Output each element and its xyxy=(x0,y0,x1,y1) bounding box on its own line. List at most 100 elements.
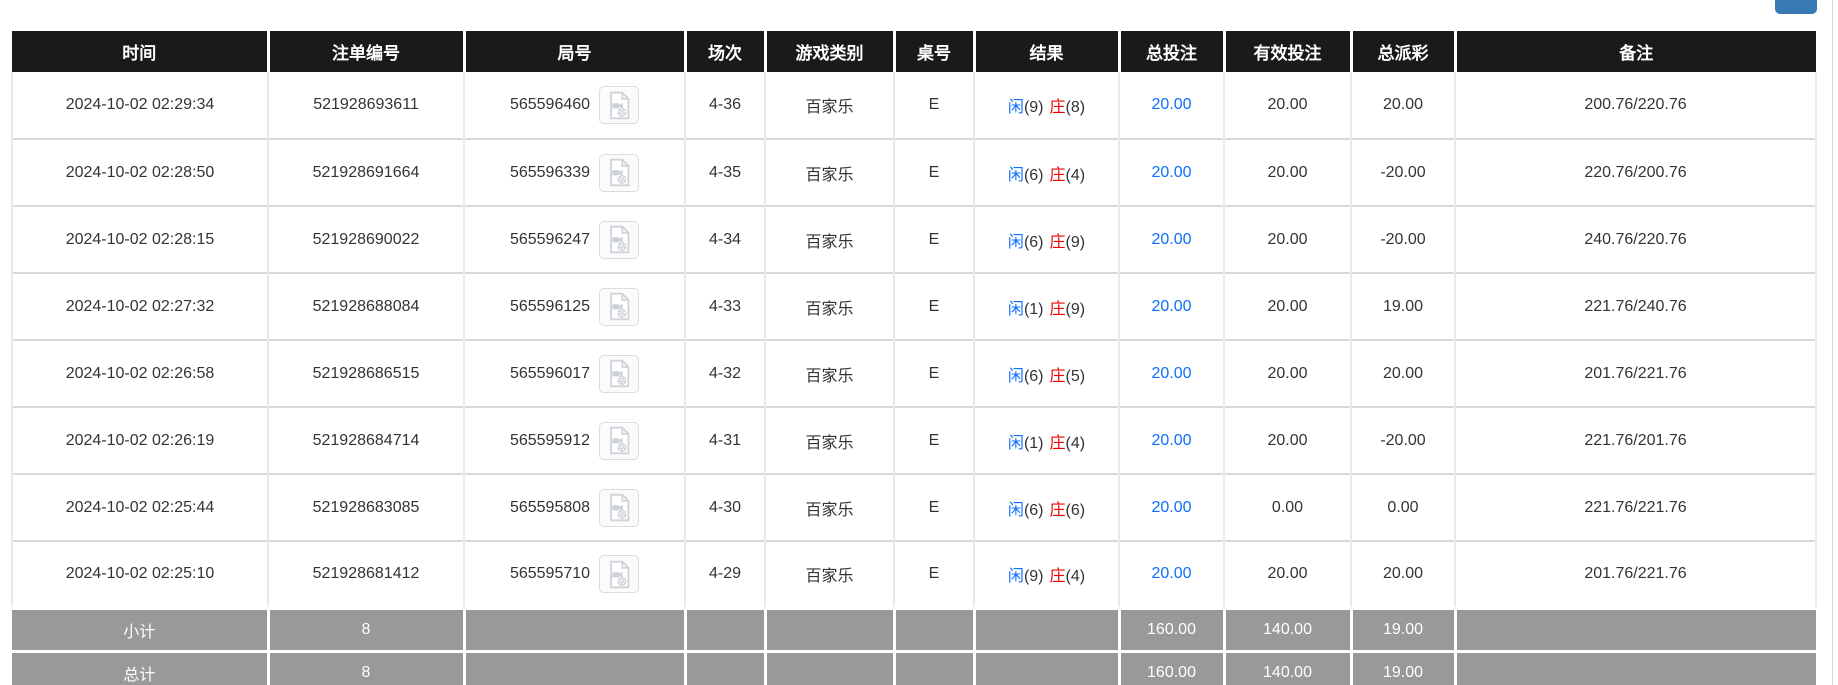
page-edge-divider xyxy=(1832,0,1833,685)
cell-session: 4-35 xyxy=(685,138,766,206)
video-replay-button[interactable] xyxy=(599,287,640,326)
cell-total-bet: 20.00 xyxy=(1119,339,1225,407)
cell-bet-id: 521928688084 xyxy=(268,272,465,340)
cell-time: 2024-10-02 02:27:32 xyxy=(11,272,269,340)
video-file-icon xyxy=(609,359,629,388)
cell-valid-bet: 20.00 xyxy=(1224,205,1352,273)
cell-game-type: 百家乐 xyxy=(765,138,895,206)
top-action-button[interactable] xyxy=(1775,0,1817,14)
cell-session: 4-31 xyxy=(685,406,766,474)
total-empty-cell xyxy=(763,649,896,685)
cell-game-type: 百家乐 xyxy=(765,72,895,139)
total-total_payout: 19.00 xyxy=(1349,649,1457,685)
cell-game-type: 百家乐 xyxy=(765,272,895,340)
cell-table-no: E xyxy=(894,272,975,340)
total-empty-cell xyxy=(892,649,976,685)
cell-result: 闲(6) 庄(4) xyxy=(974,138,1120,206)
video-replay-button[interactable] xyxy=(599,421,640,460)
video-replay-button[interactable] xyxy=(599,354,640,393)
cell-bet-id: 521928693611 xyxy=(268,72,465,139)
result-banker-score: (8) xyxy=(1065,99,1086,116)
col-header-total_bet: 总投注 xyxy=(1119,31,1226,72)
cell-total-payout: 20.00 xyxy=(1351,72,1456,139)
cell-game-type: 百家乐 xyxy=(765,406,895,474)
video-file-icon xyxy=(609,426,629,455)
cell-remark: 201.76/221.76 xyxy=(1455,339,1817,407)
video-replay-button[interactable] xyxy=(599,153,640,192)
result-banker-label: 庄 xyxy=(1049,568,1066,586)
total-bet-link[interactable]: 20.00 xyxy=(1151,565,1192,583)
result-banker-score: (9) xyxy=(1065,233,1086,251)
cell-remark: 221.76/240.76 xyxy=(1455,272,1817,340)
cell-valid-bet: 20.00 xyxy=(1224,406,1352,474)
cell-total-bet: 20.00 xyxy=(1119,272,1225,340)
subtotal-total_payout: 19.00 xyxy=(1349,606,1457,653)
result-banker-label: 庄 xyxy=(1049,434,1066,452)
video-replay-button[interactable] xyxy=(599,488,640,527)
result-banker-score: (4) xyxy=(1065,568,1086,586)
cell-result: 闲(6) 庄(6) xyxy=(974,473,1120,541)
cell-time: 2024-10-02 02:26:58 xyxy=(11,339,269,407)
cell-table-no: E xyxy=(894,138,975,206)
col-header-result: 结果 xyxy=(974,31,1121,72)
cell-time: 2024-10-02 02:28:50 xyxy=(11,138,269,206)
cell-time: 2024-10-02 02:28:15 xyxy=(11,205,269,273)
cell-bet-id: 521928683085 xyxy=(268,473,465,541)
cell-table-no: E xyxy=(894,339,975,407)
total-bet-link[interactable]: 20.00 xyxy=(1151,163,1192,181)
cell-bet-id: 521928681412 xyxy=(268,540,465,608)
result-banker-score: (4) xyxy=(1065,166,1086,184)
result-banker-label: 庄 xyxy=(1049,99,1066,116)
video-file-icon xyxy=(609,560,629,588)
video-replay-button[interactable] xyxy=(599,86,640,124)
result-banker-score: (4) xyxy=(1065,434,1086,452)
total-bet-link[interactable]: 20.00 xyxy=(1151,431,1192,449)
cell-valid-bet: 20.00 xyxy=(1224,272,1352,340)
table-row: 2024-10-02 02:25:44 521928683085 565595808… xyxy=(11,473,1817,541)
cell-game-type: 百家乐 xyxy=(765,540,895,608)
total-bet-link[interactable]: 20.00 xyxy=(1151,297,1192,315)
cell-table-no: E xyxy=(894,205,975,273)
cell-table-no: E xyxy=(894,406,975,474)
cell-time: 2024-10-02 02:26:19 xyxy=(11,406,269,474)
cell-game-type: 百家乐 xyxy=(765,473,895,541)
result-player-score: (6) xyxy=(1023,367,1044,385)
subtotal-empty-cell xyxy=(1453,606,1816,653)
round-id-text: 565595710 xyxy=(509,565,591,583)
subtotal-label: 小计 xyxy=(12,606,270,653)
video-replay-button[interactable] xyxy=(599,220,640,259)
cell-table-no: E xyxy=(894,72,975,139)
cell-table-no: E xyxy=(894,473,975,541)
result-banker-label: 庄 xyxy=(1049,367,1066,385)
result-player-label: 闲 xyxy=(1007,501,1024,519)
total-bet-link[interactable]: 20.00 xyxy=(1151,364,1192,382)
cell-round-id: 565595710 xyxy=(464,540,686,608)
total-row: 总计 8 160.00 140.00 19.00 xyxy=(12,649,1816,685)
subtotal-total_bet: 160.00 xyxy=(1117,606,1226,653)
cell-total-bet: 20.00 xyxy=(1119,138,1225,206)
cell-result: 闲(1) 庄(4) xyxy=(974,406,1120,474)
cell-total-payout: -20.00 xyxy=(1351,138,1456,206)
total-bet-link[interactable]: 20.00 xyxy=(1151,498,1192,516)
total-bet-link[interactable]: 20.00 xyxy=(1151,96,1192,113)
col-header-session: 场次 xyxy=(685,31,767,72)
cell-round-id: 565596339 xyxy=(464,138,686,206)
cell-result: 闲(6) 庄(9) xyxy=(974,205,1120,273)
cell-valid-bet: 20.00 xyxy=(1224,138,1352,206)
col-header-table_no: 桌号 xyxy=(894,31,976,72)
cell-total-bet: 20.00 xyxy=(1119,72,1225,139)
result-player-score: (6) xyxy=(1023,501,1044,519)
video-file-icon xyxy=(609,91,629,119)
subtotal-row: 小计 8 160.00 140.00 19.00 xyxy=(12,606,1816,653)
total-bet-link[interactable]: 20.00 xyxy=(1151,230,1192,248)
subtotal-empty-cell xyxy=(763,606,896,653)
video-replay-button[interactable] xyxy=(599,555,640,594)
result-banker-label: 庄 xyxy=(1049,166,1066,184)
result-player-score: (9) xyxy=(1023,99,1044,116)
round-id-text: 565596460 xyxy=(509,96,591,113)
cell-time: 2024-10-02 02:29:34 xyxy=(11,72,269,139)
result-player-label: 闲 xyxy=(1007,568,1024,586)
cell-session: 4-30 xyxy=(685,473,766,541)
cell-result: 闲(1) 庄(9) xyxy=(974,272,1120,340)
col-header-remark: 备注 xyxy=(1455,31,1816,72)
